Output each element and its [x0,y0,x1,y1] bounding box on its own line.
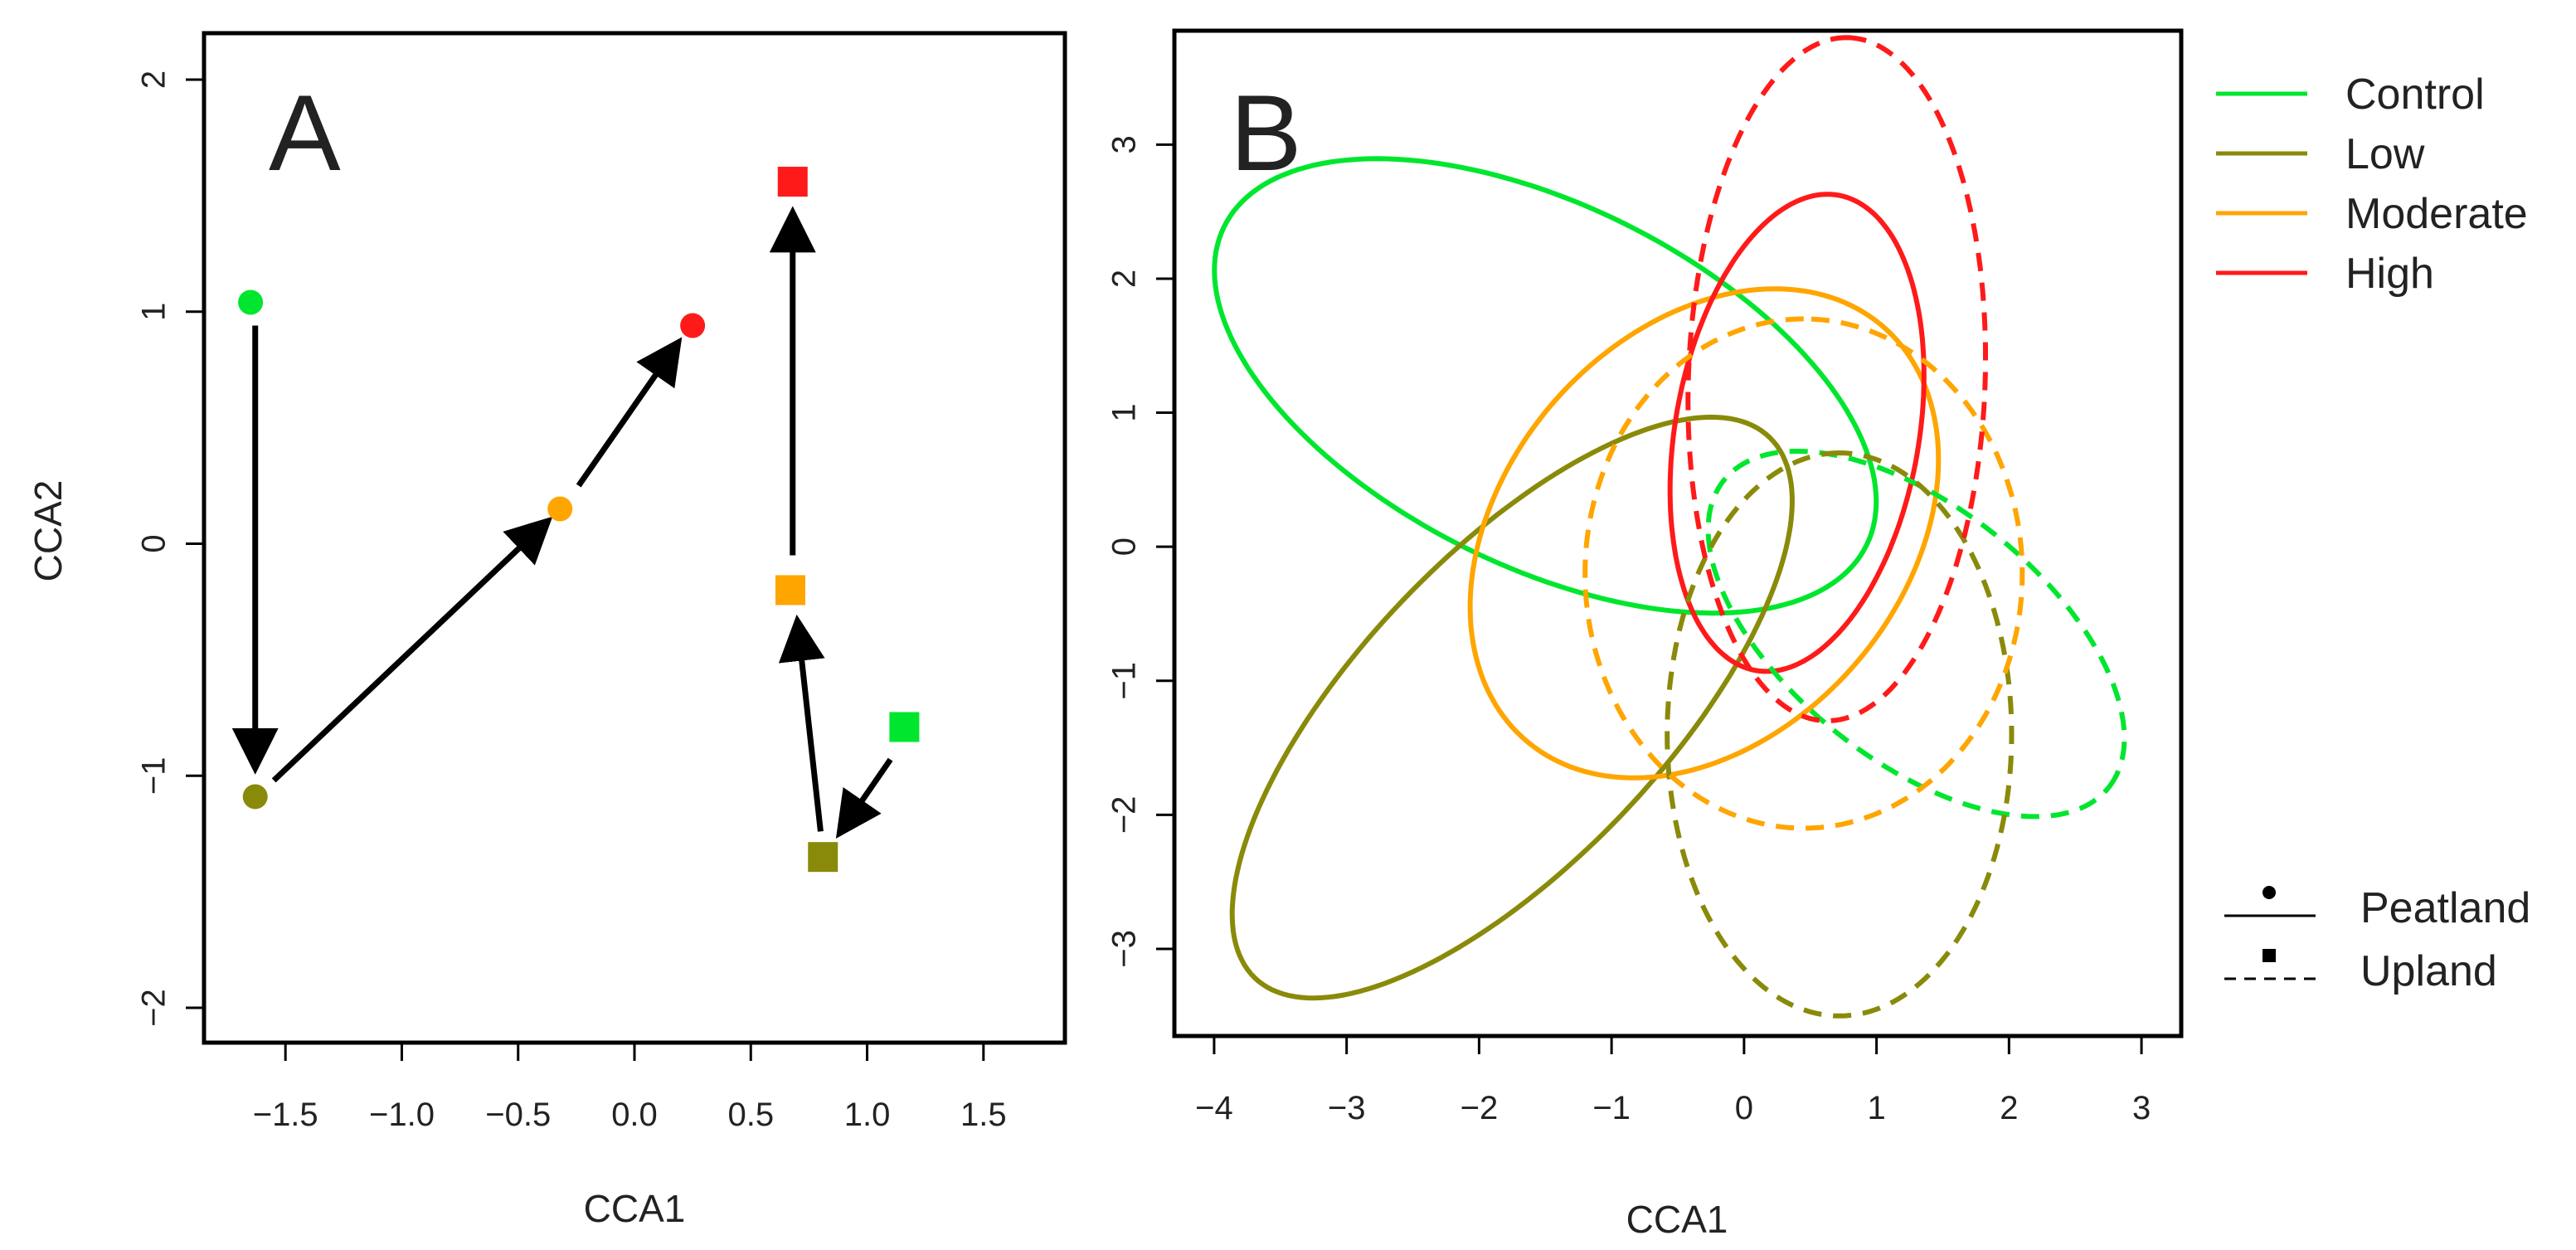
y-tick-label: 3 [1106,135,1143,153]
point-peatland-control [238,289,264,315]
x-tick-label: −1.5 [253,1097,318,1133]
x-tick-label: 0.0 [611,1097,658,1133]
panel-b-frame [1172,28,2184,1038]
x-tick-label: 1.5 [960,1097,1007,1133]
legend-label-moderate: Moderate [2345,190,2528,238]
legend-habitats: Peatland Upland [2224,884,2530,995]
legend-label-low: Low [2345,130,2425,178]
y-tick-label: −2 [136,989,173,1027]
y-tick-label: −1 [1106,662,1143,700]
legend-label-control: Control [2345,71,2485,119]
x-tick-label: −1.0 [369,1097,435,1133]
trajectory-arrow [271,516,553,783]
ellipse-peatland-control [1212,156,1879,616]
point-upland-low [808,842,838,873]
panel-a-x-axis: −1.5 −1.0 −0.5 0.0 0.5 1.0 1.5 [253,1043,1007,1133]
y-tick-label: 2 [1106,270,1143,288]
legend-label-high: High [2345,250,2434,298]
legend-label-upland: Upland [2360,947,2497,995]
y-tick-label: 2 [136,71,173,89]
ellipse-upland-low [1665,450,2015,1019]
point-upland-high [777,167,808,197]
x-tick-label: 0 [1735,1090,1753,1126]
panel-a-x-axis-title: CCA1 [584,1187,686,1230]
point-peatland-low [242,784,268,810]
trajectory-arrow [778,614,825,832]
legend-levels: Control Low Moderate High [2216,71,2528,298]
y-tick-label: −1 [136,756,173,795]
panel-b-letter: B [1230,72,1302,193]
x-tick-label: −1 [1592,1090,1631,1126]
x-tick-label: −2 [1461,1090,1499,1126]
x-tick-label: 3 [2132,1090,2151,1126]
panel-a-points [238,167,920,873]
point-upland-control [889,712,920,742]
x-tick-label: −4 [1195,1090,1233,1126]
legend: Control Low Moderate High Peatland Upland [2216,71,2530,995]
legend-marker-peatland [2263,886,2276,899]
legend-marker-upland [2263,949,2276,962]
x-tick-label: −3 [1328,1090,1366,1126]
ellipse-upland-control [1705,449,2127,820]
legend-label-peatland: Peatland [2360,884,2530,932]
x-tick-label: 1 [1867,1090,1885,1126]
panel-a-y-axis-title: CCA2 [27,480,70,582]
ellipse-upland-moderate [1582,316,2025,831]
y-tick-label: 0 [136,534,173,552]
x-tick-label: 2 [2000,1090,2018,1126]
ellipse-peatland-high [1667,192,1927,674]
ellipse-upland-high [1685,35,1988,723]
panel-a-arrows [231,206,893,839]
point-peatland-high [680,313,706,338]
x-tick-label: 0.5 [727,1097,774,1133]
y-tick-label: 0 [1106,537,1143,556]
y-tick-label: 1 [136,303,173,321]
x-tick-label: 1.0 [844,1097,891,1133]
panel-b: B −4 −3 −2 −1 0 1 2 3 −3 −2 −1 0 1 2 3 CCA1 [1106,28,2184,1241]
ellipse-peatland-moderate [1467,286,1942,781]
panel-b-x-axis-title: CCA1 [1626,1198,1728,1241]
panel-b-x-axis: −4 −3 −2 −1 0 1 2 3 [1195,1036,2151,1126]
panel-b-y-axis: −3 −2 −1 0 1 2 3 [1106,135,1174,968]
y-tick-label: 1 [1106,403,1143,421]
trajectory-arrow [835,757,893,839]
panel-b-ellipses [1212,35,2127,1019]
point-upland-moderate [775,575,805,606]
trajectory-arrow [576,337,683,488]
ellipse-peatland-low [1229,414,1795,1001]
x-tick-label: −0.5 [485,1097,551,1133]
y-tick-label: −3 [1106,930,1143,968]
panel-a-letter: A [269,72,341,193]
point-peatland-moderate [547,496,573,522]
y-tick-label: −2 [1106,796,1143,834]
panel-a-y-axis: −2 −1 0 1 2 [136,71,204,1027]
